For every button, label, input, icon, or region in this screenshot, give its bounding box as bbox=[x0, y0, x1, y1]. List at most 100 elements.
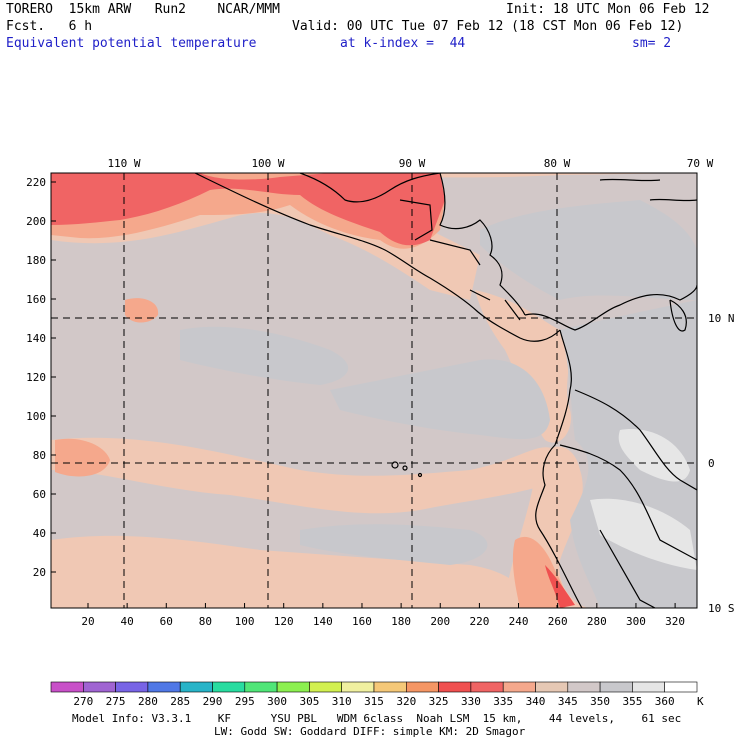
x-tick-label: 140 bbox=[313, 615, 333, 628]
red-nw bbox=[51, 173, 445, 246]
y-tick-label: 20 bbox=[33, 566, 46, 579]
x-tick-label: 240 bbox=[509, 615, 529, 628]
colorbar-swatch bbox=[664, 681, 698, 693]
x-tick-label: 180 bbox=[391, 615, 411, 628]
y-tick-label: 200 bbox=[26, 215, 46, 228]
lon-label-100w: 100 W bbox=[251, 157, 284, 170]
x-tick-label: 100 bbox=[235, 615, 255, 628]
galapagos-2 bbox=[402, 465, 408, 471]
colorbar-swatch bbox=[502, 681, 536, 693]
colorbar-swatch bbox=[405, 681, 439, 693]
salmon-blob-west bbox=[55, 438, 110, 477]
x-tick-label: 220 bbox=[469, 615, 489, 628]
colorbar-label: 350 bbox=[590, 695, 610, 708]
colorbar-label: 300 bbox=[267, 695, 287, 708]
y-tick-label: 180 bbox=[26, 254, 46, 267]
colorbar-label: 335 bbox=[493, 695, 513, 708]
run-info: TORERO 15km ARW Run2 NCAR/MMM bbox=[6, 2, 280, 17]
colorbar: 270 275 280 285 290 295 300 305 310 315 320 325 330 3… bbox=[50, 681, 698, 708]
coast-gulf bbox=[299, 173, 441, 203]
x-tick-label: 200 bbox=[430, 615, 450, 628]
smoothing: sm= 2 bbox=[632, 36, 672, 51]
colorbar-label: 320 bbox=[396, 695, 416, 708]
colorbar-swatch bbox=[632, 681, 666, 693]
x-tick-label: 40 bbox=[121, 615, 134, 628]
coastlines bbox=[194, 173, 697, 608]
y-tick-label: 140 bbox=[26, 332, 46, 345]
colorbar-swatch bbox=[244, 681, 278, 693]
x-tick-label: 120 bbox=[274, 615, 294, 628]
coast-sa-pacific bbox=[535, 329, 583, 608]
x-tick-label: 20 bbox=[81, 615, 94, 628]
galapagos-3 bbox=[417, 472, 423, 478]
colorbar-swatch bbox=[50, 681, 84, 693]
colorbar-swatch bbox=[438, 681, 472, 693]
colorbar-swatch bbox=[567, 681, 601, 693]
field-name: Equivalent potential temperature bbox=[6, 36, 257, 51]
level-index: at k-index = 44 bbox=[340, 36, 466, 51]
colorbar-swatch bbox=[373, 681, 407, 693]
colorbar-swatch bbox=[535, 681, 569, 693]
lon-label-90w: 90 W bbox=[399, 157, 426, 170]
lat-label-10s: 10 S bbox=[708, 602, 735, 615]
colorbar-swatch bbox=[115, 681, 149, 693]
colorbar-swatch bbox=[83, 681, 116, 693]
coast-mexico-pacific bbox=[194, 173, 561, 342]
colorbar-label: 280 bbox=[138, 695, 158, 708]
colorbar-swatch bbox=[470, 681, 504, 693]
light-patch-andes-1 bbox=[618, 429, 690, 482]
red-peru bbox=[545, 565, 575, 608]
colorbar-label: 270 bbox=[73, 695, 93, 708]
border-central-america bbox=[399, 199, 521, 321]
y-tick-label: 80 bbox=[33, 449, 46, 462]
peach-band-equator bbox=[51, 437, 560, 514]
colorbar-label: 275 bbox=[106, 695, 126, 708]
colorbar-label: 340 bbox=[526, 695, 546, 708]
grey-patch-caribbean bbox=[480, 200, 697, 300]
top-lon-labels: 110 W 100 W 90 W 80 W 70 W bbox=[107, 157, 713, 170]
coast-caribbean-islands bbox=[599, 178, 697, 332]
colorbar-label: 285 bbox=[170, 695, 190, 708]
colorbar-unit: K bbox=[697, 695, 704, 708]
colorbar-label: 315 bbox=[364, 695, 384, 708]
colorbar-label: 345 bbox=[558, 695, 578, 708]
left-grid-ticks: 220 200 180 160 140 120 100 80 60 40 20 bbox=[26, 176, 56, 579]
lat-label-0: 0 bbox=[708, 457, 715, 470]
colorbar-swatch bbox=[599, 681, 633, 693]
y-tick-label: 220 bbox=[26, 176, 46, 189]
grey-patch-west bbox=[180, 326, 349, 385]
y-tick-label: 40 bbox=[33, 527, 46, 540]
coast-colombia bbox=[524, 284, 697, 331]
lon-label-70w: 70 W bbox=[687, 157, 714, 170]
grey-patch-south bbox=[300, 524, 488, 565]
x-tick-label: 260 bbox=[548, 615, 568, 628]
border-south-america bbox=[559, 389, 697, 608]
peach-sw-region bbox=[475, 290, 571, 443]
physics-info: LW: Godd SW: Goddard DIFF: simple KM: 2D… bbox=[214, 725, 526, 738]
colorbar-label: 325 bbox=[429, 695, 449, 708]
colorbar-swatch bbox=[147, 681, 181, 693]
y-tick-label: 120 bbox=[26, 371, 46, 384]
colorbar-swatch bbox=[212, 681, 246, 693]
bottom-grid-ticks: 20 40 60 80 100 120 140 160 180 200 220 240 260 280 30… bbox=[81, 603, 685, 628]
latlon-grid bbox=[51, 173, 697, 608]
light-patch-andes-2 bbox=[590, 498, 697, 570]
colorbar-swatch bbox=[179, 681, 213, 693]
colorbar-swatch bbox=[309, 681, 342, 693]
peach-band-south bbox=[51, 535, 540, 608]
salmon-peru-coast bbox=[512, 536, 567, 608]
y-tick-label: 60 bbox=[33, 488, 46, 501]
x-tick-label: 80 bbox=[199, 615, 212, 628]
lat-label-10n: 10 N bbox=[708, 312, 735, 325]
init-time: Init: 18 UTC Mon 06 Feb 12 bbox=[506, 2, 710, 17]
coast-yucatan bbox=[439, 173, 526, 316]
colorbar-label: 330 bbox=[461, 695, 481, 708]
galapagos-1 bbox=[391, 461, 399, 469]
model-info: Model Info: V3.3.1 KF YSU PBL WDM 6class… bbox=[72, 712, 682, 725]
colorbar-label: 360 bbox=[655, 695, 675, 708]
shaded-field bbox=[51, 173, 697, 608]
map-frame bbox=[50, 172, 698, 609]
right-lat-labels: 10 N 0 10 S bbox=[708, 312, 735, 615]
y-tick-label: 160 bbox=[26, 293, 46, 306]
